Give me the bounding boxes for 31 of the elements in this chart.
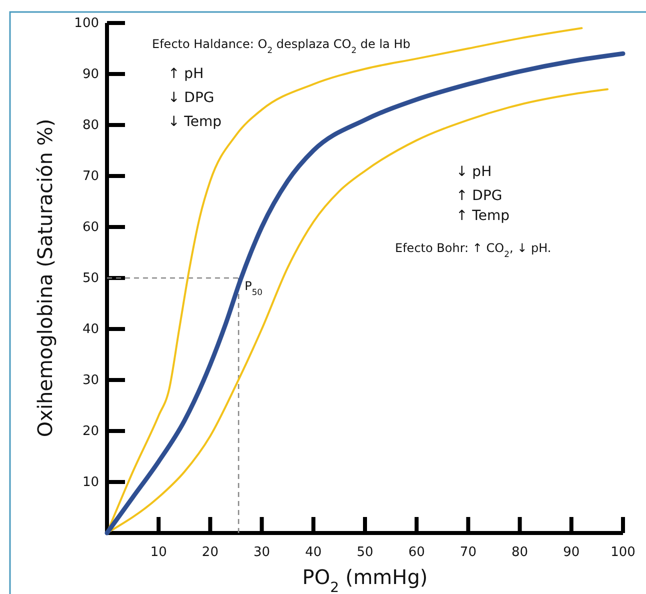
y-tick-label: 90 — [82, 67, 99, 82]
annotation: ↓ pH — [456, 164, 492, 180]
x-tick-label: 10 — [150, 545, 167, 560]
annotation: Efecto Bohr: ↑ CO$_{2}$, ↓ pH. — [395, 241, 552, 259]
annotation: ↑ Temp — [456, 208, 510, 224]
annotation: ↓ Temp — [168, 114, 222, 130]
x-tick-label: 70 — [460, 545, 476, 560]
x-tick-label: 80 — [512, 545, 528, 560]
y-tick-label: 30 — [82, 373, 99, 388]
y-axis-title: Oxihemoglobina (Saturación %) — [33, 118, 57, 438]
x-tick-label: 40 — [305, 545, 322, 560]
x-tick-label: 90 — [563, 545, 580, 560]
annotation: Efecto Haldance: O$_{2}$ desplaza CO$_{2}$ de la Hb — [152, 37, 410, 55]
x-tick-label: 50 — [356, 545, 374, 560]
y-tick-label: 40 — [82, 322, 99, 338]
y-tick-label: 20 — [82, 424, 99, 440]
y-tick-label: 50 — [82, 271, 99, 286]
ref-line-label: P$_{50}$ — [244, 279, 262, 297]
x-tick-label: 100 — [610, 545, 636, 560]
y-tick-label: 70 — [82, 169, 99, 184]
x-tick-label: 30 — [254, 545, 270, 560]
x-axis-title: PO$_{2}$ (mmHg) — [302, 565, 428, 594]
annotation: ↑ DPG — [456, 188, 502, 204]
annotation: ↑ pH — [168, 66, 204, 82]
y-tick-label: 80 — [82, 118, 99, 134]
y-tick-label: 100 — [74, 16, 99, 32]
x-tick-label: 20 — [202, 545, 218, 560]
y-tick-label: 10 — [82, 475, 99, 490]
x-tick-label: 60 — [408, 545, 425, 560]
annotation: ↓ DPG — [168, 90, 214, 106]
y-tick-label: 60 — [82, 220, 99, 236]
